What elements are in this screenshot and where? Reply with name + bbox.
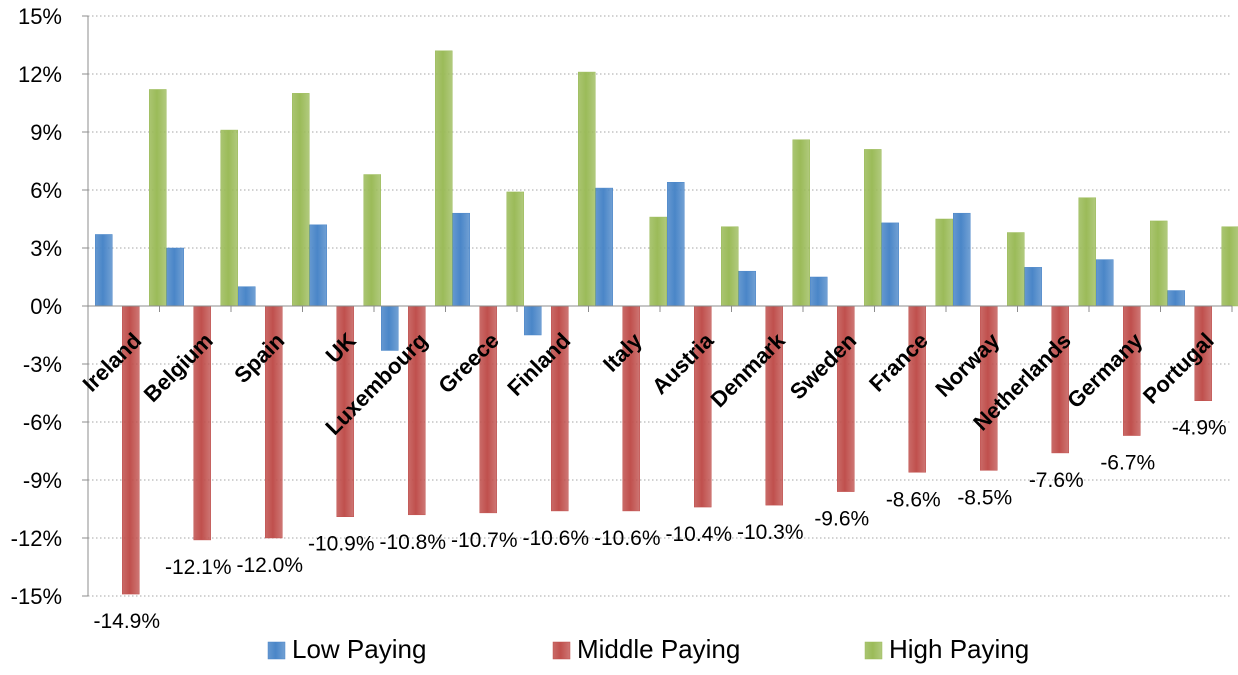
data-label: -10.6% <box>522 527 589 550</box>
bar-middle-paying <box>1123 305 1141 436</box>
y-tick-label: 3% <box>30 236 62 261</box>
bar-high-paying <box>363 174 381 307</box>
bar-low-paying <box>667 182 685 307</box>
y-tick-label: -12% <box>11 526 62 551</box>
y-tick-label: 0% <box>30 294 62 319</box>
bar-low-paying <box>1024 267 1042 307</box>
bar-high-paying <box>792 139 810 307</box>
category-label: UK <box>321 328 361 368</box>
bar-low-paying <box>595 187 613 307</box>
bar-low-paying <box>452 212 470 307</box>
bar-low-paying <box>238 286 256 307</box>
bar-high-paying <box>506 191 524 307</box>
y-tick-label: -9% <box>23 468 62 493</box>
data-label: -7.6% <box>1029 469 1084 492</box>
data-label: -6.7% <box>1100 452 1155 475</box>
y-tick-label: 12% <box>18 62 62 87</box>
bar-high-paying <box>1007 232 1025 307</box>
bar-high-paying <box>435 50 453 307</box>
bar-low-paying <box>810 276 828 307</box>
bar-low-paying <box>524 305 542 336</box>
data-label: -8.5% <box>957 486 1012 509</box>
legend-label: Middle Paying <box>577 634 740 664</box>
bar-low-paying <box>309 224 327 307</box>
data-label: -8.6% <box>886 488 941 511</box>
bar-high-paying <box>1078 197 1096 307</box>
y-tick-label: 15% <box>18 4 62 29</box>
bar-low-paying <box>738 270 756 307</box>
bar-high-paying <box>292 93 310 307</box>
legend-label: High Paying <box>889 634 1029 664</box>
data-label: -4.9% <box>1172 417 1227 440</box>
data-label: -10.8% <box>379 531 446 554</box>
data-label: -10.3% <box>737 521 804 544</box>
bar-middle-paying <box>1051 305 1069 454</box>
y-tick-label: -3% <box>23 352 62 377</box>
legend-swatch <box>552 641 571 660</box>
bar-low-paying <box>953 212 971 307</box>
bar-high-paying <box>220 129 238 307</box>
bar-low-paying <box>381 305 399 351</box>
data-label: -12.0% <box>236 554 303 577</box>
y-tick-label: 6% <box>30 178 62 203</box>
y-tick-label: -15% <box>11 584 62 609</box>
data-label: -9.6% <box>814 508 869 531</box>
bar-high-paying <box>935 218 953 307</box>
data-label: -10.7% <box>451 529 518 552</box>
bar-high-paying <box>1150 220 1168 307</box>
bar-low-paying <box>881 222 899 307</box>
legend-label: Low Paying <box>292 634 426 664</box>
bar-low-paying <box>1096 259 1114 307</box>
bar-high-paying <box>1221 226 1238 307</box>
data-label: -10.9% <box>308 533 375 556</box>
bar-high-paying <box>864 149 882 307</box>
y-tick-label: -6% <box>23 410 62 435</box>
legend-swatch <box>864 641 883 660</box>
bar-high-paying <box>149 89 167 307</box>
data-label: -14.9% <box>93 610 160 633</box>
bar-high-paying <box>649 216 667 307</box>
bar-high-paying <box>578 71 596 307</box>
data-label: -10.6% <box>594 527 661 550</box>
y-tick-label: 9% <box>30 120 62 145</box>
data-label: -10.4% <box>665 523 732 546</box>
data-label: -12.1% <box>165 556 232 579</box>
bar-low-paying <box>166 247 184 307</box>
legend-swatch <box>267 641 286 660</box>
bar-low-paying <box>95 234 113 307</box>
bar-high-paying <box>721 226 739 307</box>
bar-low-paying <box>1167 290 1185 307</box>
